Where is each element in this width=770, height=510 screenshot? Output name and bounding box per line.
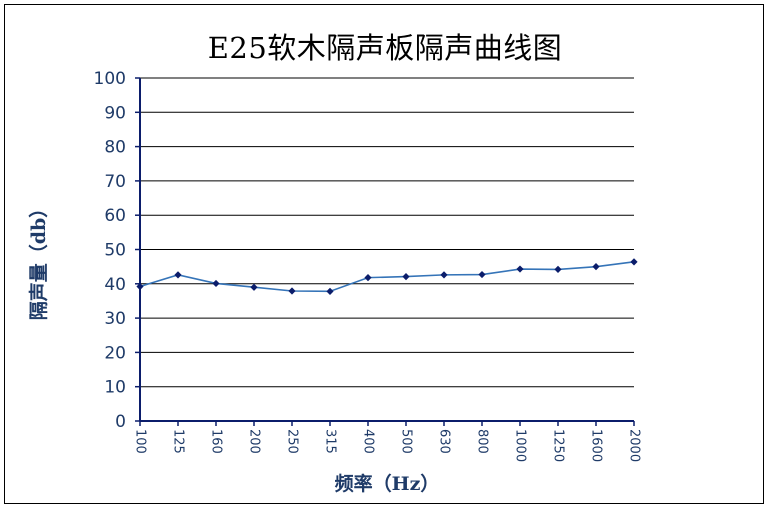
y-tick-label: 60 [104, 206, 126, 226]
x-tick-label: 125 [171, 429, 186, 454]
y-tick-label: 30 [104, 309, 126, 329]
y-tick-label: 70 [104, 172, 126, 192]
x-tick-label: 1600 [589, 429, 604, 462]
data-point [592, 263, 600, 271]
y-tick-labels: 0 10 20 30 40 50 60 70 80 90 100 [94, 69, 126, 432]
x-tick-labels: 100 125 160 200 250 315 400 500 630 800 1000 1250 16… [133, 429, 642, 462]
x-tick-label: 1250 [551, 429, 566, 462]
gridlines [140, 77, 634, 388]
y-tick-label: 40 [104, 275, 126, 295]
y-tick-label: 10 [104, 378, 126, 398]
x-tick-label: 800 [475, 429, 490, 454]
data-point [250, 283, 258, 291]
data-point [554, 265, 562, 273]
data-point [136, 282, 144, 291]
axes [135, 77, 635, 426]
data-point [364, 274, 372, 282]
x-tick-label: 100 [133, 429, 148, 454]
x-tick-label: 200 [247, 429, 262, 454]
x-tick-label: 400 [361, 429, 376, 454]
x-tick-label: 2000 [627, 429, 642, 462]
data-point [288, 287, 296, 295]
data-point [326, 287, 334, 295]
y-axis-title: 隔声量（db） [27, 199, 50, 321]
y-tick-label: 100 [94, 69, 126, 89]
series-layer [136, 258, 638, 295]
y-tick-label: 90 [104, 103, 126, 123]
data-point [630, 258, 638, 266]
data-point [478, 270, 486, 279]
chart-title: E25软木隔声板隔声曲线图 [207, 31, 563, 65]
x-tick-label: 1000 [513, 429, 528, 462]
data-point [212, 279, 220, 288]
series-line [139, 261, 635, 293]
y-tick-label: 80 [104, 138, 126, 158]
x-tick-label: 315 [323, 429, 338, 454]
data-point [174, 271, 182, 279]
x-axis-title: 频率（Hz） [335, 472, 440, 495]
x-tick-label: 500 [399, 429, 414, 454]
x-tick-label: 160 [209, 429, 224, 454]
y-tick-label: 20 [104, 343, 126, 363]
x-tick-label: 250 [285, 429, 300, 454]
data-point [402, 272, 410, 281]
x-tick-label: 630 [437, 429, 452, 454]
data-point [516, 265, 524, 273]
y-tick-label: 0 [115, 412, 126, 432]
y-tick-label: 50 [104, 241, 126, 261]
data-point [440, 271, 448, 279]
